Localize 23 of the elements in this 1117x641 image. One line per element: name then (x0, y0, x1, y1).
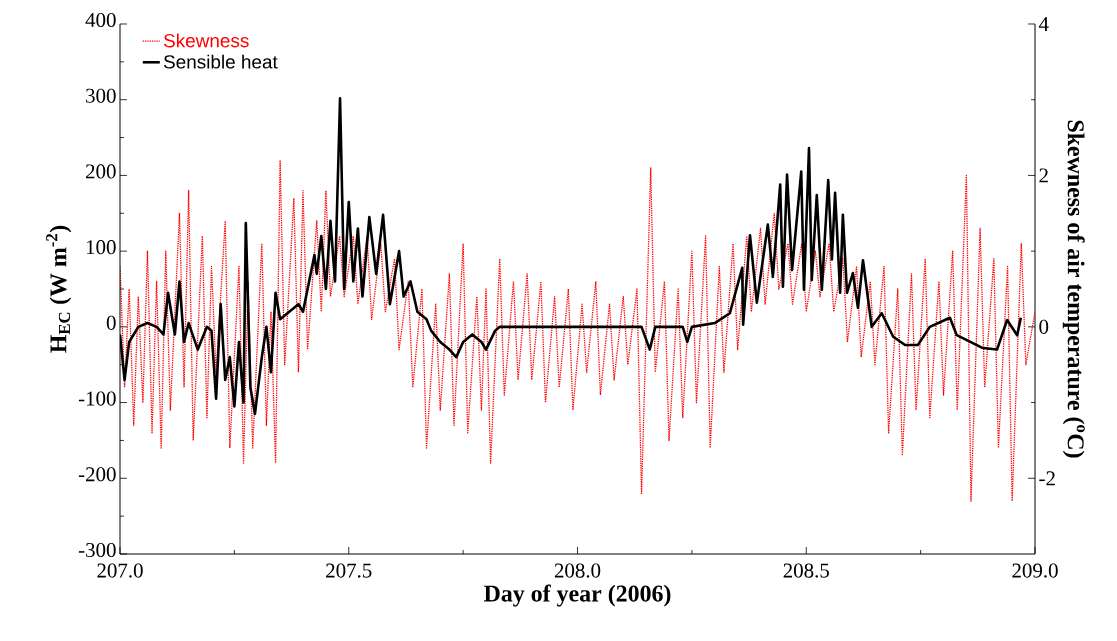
legend-label: Sensible heat (163, 54, 278, 69)
x-tick-label: 207.5 (326, 563, 372, 578)
line-series (120, 159, 1036, 502)
y-tick-label: 300 (86, 88, 116, 103)
y-tick-label: -200 (78, 467, 116, 482)
x-tick-label: 207.0 (97, 563, 143, 578)
x-axis-title: Day of year (2006) (483, 584, 671, 607)
x-tick-label: 208.0 (554, 563, 601, 578)
y2-axis-title: Skewness of air temperature ($^{o}$C) (1062, 120, 1085, 458)
y-tick-label: 100 (86, 240, 116, 255)
y-tick-label: 400 (85, 12, 116, 28)
y-tick-label: 200 (86, 164, 116, 179)
y2-tick-label: 4 (1038, 17, 1049, 31)
y-tick-label: 0 (106, 315, 116, 330)
x-tick-label: 209.0 (1012, 563, 1058, 578)
y-tick-label: -300 (78, 542, 116, 558)
y-tick-label: -100 (78, 391, 116, 406)
y-axis-title: H$_{EC}$ (W m$^{-2}$) (46, 225, 72, 353)
legend-label: Skewness (163, 33, 249, 48)
x-tick-label: 208.5 (783, 563, 829, 578)
y2-tick-label: 2 (1039, 168, 1048, 183)
y2-tick-label: 0 (1039, 319, 1049, 334)
y2-tick-label: -2 (1039, 471, 1055, 486)
